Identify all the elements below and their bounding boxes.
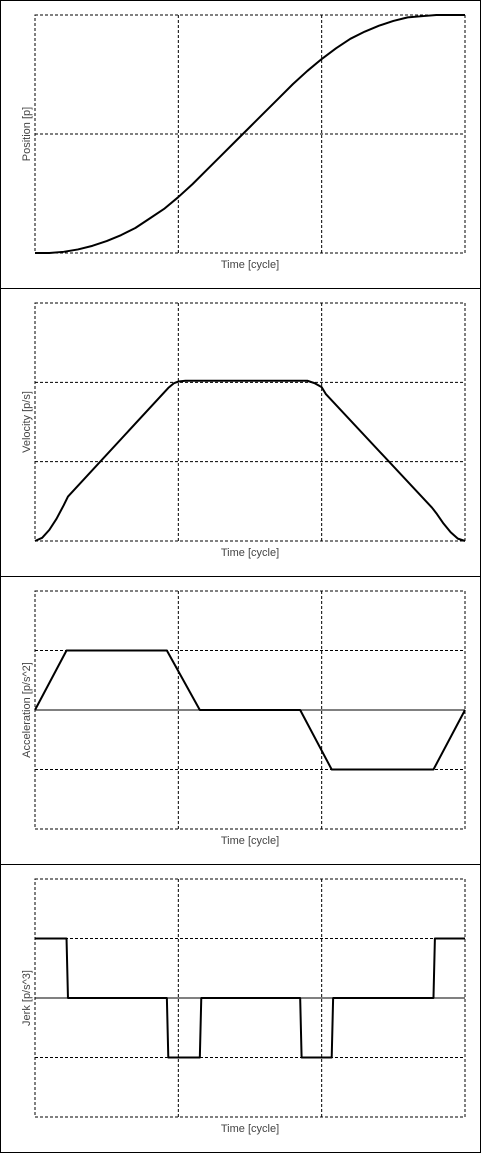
acceleration-chart: Time [cycle] Acceleration [p/s^2] [0,576,481,865]
position-panel-border [0,0,481,289]
acceleration-y-axis-label: Acceleration [p/s^2] [21,662,33,758]
acceleration-x-axis-label: Time [cycle] [221,835,279,847]
velocity-x-axis-label: Time [cycle] [221,547,279,559]
velocity-plot-area [34,302,466,542]
position-y-axis-label: Position [p] [21,107,33,161]
acceleration-series-line [34,649,466,771]
jerk-y-axis-label: Jerk [p/s^3] [21,970,33,1026]
velocity-chart: Time [cycle] Velocity [p/s] [0,288,481,577]
acceleration-panel-border [0,576,481,865]
position-chart: Time [cycle] Position [p] [0,0,481,289]
jerk-chart: Time [cycle] Jerk [p/s^3] [0,864,481,1153]
jerk-panel-border [0,864,481,1153]
jerk-series-line [35,937,465,1059]
velocity-series-line [34,379,466,542]
position-x-axis-label: Time [cycle] [221,259,279,271]
jerk-x-axis-label: Time [cycle] [221,1123,279,1135]
velocity-y-axis-label: Velocity [p/s] [21,391,33,453]
position-series-line [35,14,465,254]
velocity-panel-border [0,288,481,577]
